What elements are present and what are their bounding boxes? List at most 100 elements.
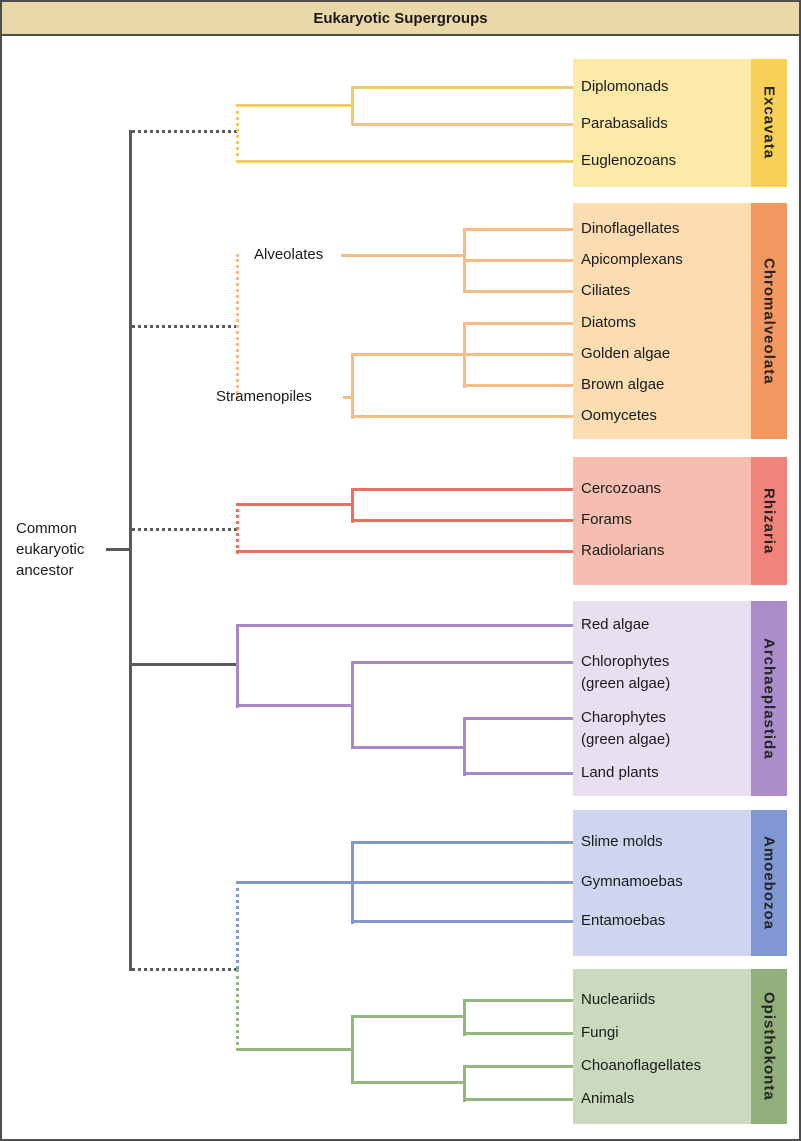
animals-branch-line [463,1098,573,1101]
taxon-golden-algae: Golden algae [581,345,671,362]
opisthokonta-box [573,969,751,1124]
clade-stramenopiles-label: Stramenopiles [216,388,312,405]
holozoa-node-line [463,1065,466,1102]
rhizaria-stem-dotted-line [236,503,239,554]
red-algae-branch-line [236,624,573,627]
trunk-to-archaeplastida-line [132,663,237,666]
ciliates-branch-line [463,290,573,293]
gymnamoebas-branch-line [236,881,573,884]
stramenopiles-branch-line [343,396,354,399]
rhizaria-box [573,457,751,585]
taxon-charophytes: Charophytes (green algae) [581,709,671,748]
charophytes-branch-line [463,717,573,720]
amoebozoa-box [573,810,751,956]
taxon-entamoebas: Entamoebas [581,912,666,929]
alveolates-branch-line [341,254,465,257]
taxon-dinoflagellates: Dinoflagellates [581,220,680,237]
streptophyte-node-line [463,717,466,776]
forams-branch-line [351,519,573,522]
trunk-line [129,130,132,971]
excavata-box [573,59,751,187]
holozoa-branch-line [351,1081,466,1084]
diagram-title-bar: Eukaryotic Supergroups [2,2,799,36]
chromalveolata-box [573,203,751,439]
archaeplastida-stem-line [236,624,239,708]
cercozoans-branch-line [351,488,573,491]
amoebozoa-name-strip: Amoebozoa [751,810,787,956]
diplomonads-branch-line [351,86,573,89]
parabasalids-branch-line [351,123,573,126]
taxon-nucleariids: Nucleariids [581,991,656,1008]
ancestor-connector-line [106,548,131,551]
taxon-gymnamoebas: Gymnamoebas [581,873,683,890]
entamoebas-branch-line [351,920,573,923]
excavata-node-line [351,86,354,126]
archaeplastida-name-strip: Archaeplastida [751,601,787,796]
rhizaria-name-strip: Rhizaria [751,457,787,585]
chromalveolata-name-strip: Chromalveolata [751,203,787,439]
fungi-branch-line [463,1032,573,1035]
taxon-slime-molds: Slime molds [581,833,663,850]
rhizaria-node-line [351,488,354,523]
clade-alveolates-label: Alveolates [254,246,324,263]
taxon-chlorophytes: Chlorophytes (green algae) [581,653,671,692]
excavata-stem-dotted-line [236,104,239,163]
chlorophytes-branch-line [351,661,573,664]
taxon-diatoms: Diatoms [581,314,637,331]
taxon-land-plants: Land plants [581,764,659,781]
stramenopiles-subnode-connector-line [351,353,466,356]
streptophyte-branch-line [351,746,466,749]
archaeplastida-box [573,601,751,796]
trunk-to-excavata-dotted-line [132,130,237,133]
holomycota-branch-line [351,1015,466,1018]
golden-algae-branch-line [463,353,573,356]
taxon-fungi: Fungi [581,1024,619,1041]
taxon-apicomplexans: Apicomplexans [581,251,683,268]
radiolarians-branch-line [236,550,573,553]
taxon-oomycetes: Oomycetes [581,407,657,424]
taxon-choanoflagellates: Choanoflagellates [581,1057,702,1074]
trunk-to-rhizaria-dotted-line [132,528,237,531]
land-plants-branch-line [463,772,573,775]
common-ancestor-label: Common eukaryotic ancestor [16,520,85,579]
opisthokonta-stem-dotted-line [236,969,239,1051]
taxon-cercozoans: Cercozoans [581,480,662,497]
green-lineage-branch-line [236,704,353,707]
opisthokonta-node-line [351,1015,354,1084]
amoebozoa-stem-dotted-line [236,881,239,969]
chromalveolata-name: Chromalveolata [760,257,778,385]
taxon-parabasalids: Parabasalids [581,115,668,132]
taxon-euglenozoans: Euglenozoans [581,152,677,169]
taxon-animals: Animals [581,1090,635,1107]
holomycota-node-line [463,999,466,1036]
taxon-diplomonads: Diplomonads [581,78,669,95]
green-lineage-node-line [351,661,354,749]
brown-algae-branch-line [463,384,573,387]
taxon-radiolarians: Radiolarians [581,542,665,559]
amoebozoa-name: Amoebozoa [760,835,778,930]
nucleariids-branch-line [463,999,573,1002]
taxon-forams: Forams [581,511,632,528]
excavata-name: Excavata [760,86,778,160]
stramenopiles-node-line [351,353,354,419]
rhizaria-branch-line [236,503,353,506]
dinoflagellates-branch-line [463,228,573,231]
archaeplastida-name: Archaeplastida [760,637,778,760]
apicomplexans-branch-line [463,259,573,262]
diagram-title: Eukaryotic Supergroups [313,9,488,27]
opisthokonta-name: Opisthokonta [760,992,778,1101]
amoebozoa-node-line [351,841,354,924]
euglenozoans-branch-line [236,160,573,163]
taxon-ciliates: Ciliates [581,282,631,299]
opisthokonta-name-strip: Opisthokonta [751,969,787,1124]
trunk-to-unikonts-dotted-line [132,968,237,971]
taxon-brown-algae: Brown algae [581,376,665,393]
slime-molds-branch-line [351,841,573,844]
excavata-branch-line [236,104,353,107]
choanoflagellates-branch-line [463,1065,573,1068]
taxon-red-algae: Red algae [581,616,650,633]
trunk-to-chromalveolata-dotted-line [132,325,237,328]
opisthokonta-branch-line [236,1048,353,1051]
chromalveolata-stem-dotted-line [236,254,239,399]
